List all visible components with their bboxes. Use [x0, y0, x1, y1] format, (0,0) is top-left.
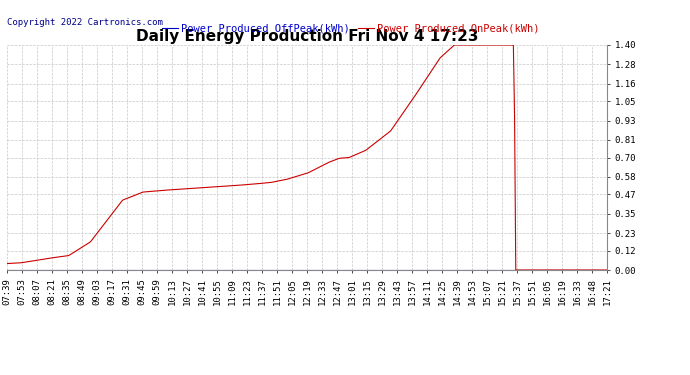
Power Produced OnPeak(kWh) — [288, 176, 296, 180]
Power Produced OnPeak(kWh) — [511, 268, 520, 272]
Power Produced OnPeak(kWh) — [603, 268, 611, 272]
Power Produced OffPeak(kWh) — [495, 268, 503, 272]
Power Produced OffPeak(kWh) — [3, 268, 11, 272]
Power Produced OnPeak(kWh) — [496, 43, 504, 47]
Power Produced OnPeak(kWh) — [291, 174, 299, 179]
Power Produced OnPeak(kWh) — [328, 159, 336, 164]
Power Produced OnPeak(kWh) — [360, 149, 368, 153]
Power Produced OnPeak(kWh) — [451, 43, 459, 47]
Power Produced OffPeak(kWh) — [360, 268, 368, 272]
Legend: Power Produced OffPeak(kWh), Power Produced OnPeak(kWh): Power Produced OffPeak(kWh), Power Produ… — [162, 23, 540, 33]
Power Produced OnPeak(kWh) — [591, 268, 600, 272]
Power Produced OffPeak(kWh) — [328, 268, 336, 272]
Power Produced OffPeak(kWh) — [589, 268, 597, 272]
Text: Copyright 2022 Cartronics.com: Copyright 2022 Cartronics.com — [7, 18, 163, 27]
Line: Power Produced OnPeak(kWh): Power Produced OnPeak(kWh) — [7, 45, 607, 270]
Power Produced OffPeak(kWh) — [288, 268, 296, 272]
Power Produced OnPeak(kWh) — [3, 261, 11, 266]
Power Produced OffPeak(kWh) — [603, 268, 611, 272]
Power Produced OffPeak(kWh) — [291, 268, 299, 272]
Title: Daily Energy Production Fri Nov 4 17:23: Daily Energy Production Fri Nov 4 17:23 — [136, 29, 478, 44]
